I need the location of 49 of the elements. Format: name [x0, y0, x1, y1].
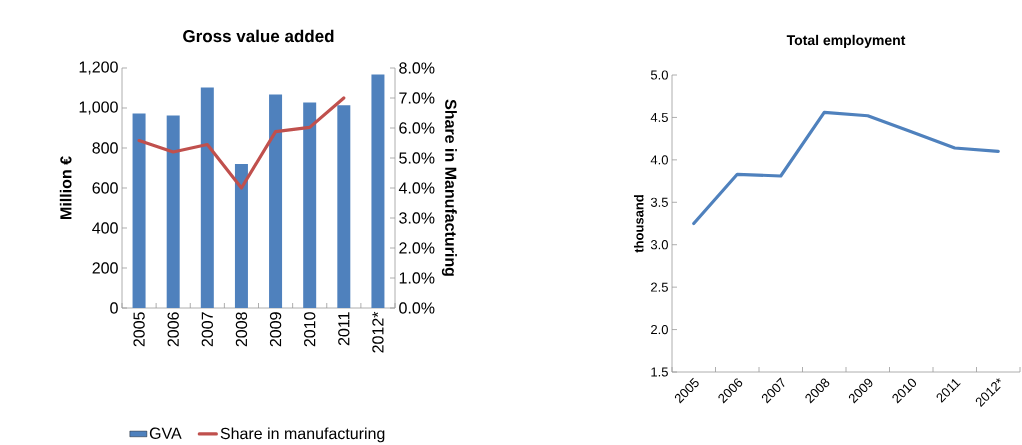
- y2-tick-label: 3.0%: [399, 212, 435, 224]
- y2-tick-label: 2.0%: [399, 242, 435, 254]
- legend-label: Share in manufacturing: [220, 427, 385, 443]
- y-tick-label: 1.5: [651, 367, 668, 377]
- bar: [234, 164, 248, 308]
- bar: [132, 113, 146, 308]
- y-axis-title: thousand: [633, 195, 644, 253]
- y-tick-label: 3.0: [650, 240, 668, 250]
- y-tick-label: 4.5: [650, 112, 668, 122]
- line-series: [137, 96, 346, 190]
- y2-axis-title: Share in Manufacturing: [441, 99, 457, 276]
- y-tick-label: 800: [92, 142, 118, 154]
- y-tick-label: 600: [92, 182, 118, 194]
- y-tick-label: 2.0: [651, 324, 668, 335]
- x-tick-label: 2006: [167, 312, 179, 347]
- bar: [371, 74, 385, 308]
- y-tick-label: 0: [110, 302, 118, 314]
- bar: [200, 87, 214, 308]
- x-tick-label: 2008: [235, 312, 248, 347]
- chart-title: Total employment: [786, 34, 906, 48]
- x-tick-label: 2005: [133, 312, 145, 347]
- bar: [166, 115, 180, 308]
- y-tick-label: 2.5: [651, 282, 668, 292]
- y2-tick-label: 7.0%: [399, 92, 435, 104]
- y-axis-title: Million €: [59, 156, 72, 219]
- x-tick-label: 2009: [269, 312, 282, 347]
- y2-tick-label: 1.0%: [399, 272, 435, 284]
- y-tick-label: 1,000: [79, 101, 118, 115]
- chart-title: Gross value added: [183, 29, 334, 43]
- y-tick-label: 3.5: [650, 197, 668, 207]
- y-tick-label: 5.0: [650, 70, 668, 80]
- y2-tick-label: 0.0%: [399, 302, 435, 314]
- y-tick-label: 200: [92, 262, 118, 274]
- bar: [269, 94, 283, 308]
- bar: [303, 102, 317, 308]
- y-tick-label: 1,200: [79, 61, 118, 75]
- y2-tick-label: 5.0%: [399, 152, 435, 164]
- y-tick-label: 4.0: [650, 155, 668, 165]
- y-tick-label: 400: [92, 222, 118, 234]
- x-tick-label: 2010: [304, 312, 316, 347]
- bar: [337, 105, 351, 308]
- x-tick-label: 2012*: [372, 311, 384, 353]
- line-series: [692, 110, 1000, 226]
- y2-tick-label: 8.0%: [399, 62, 435, 74]
- x-tick-label: 2007: [201, 312, 213, 347]
- y2-tick-label: 6.0%: [399, 122, 435, 134]
- y2-tick-label: 4.0%: [398, 182, 435, 194]
- x-tick-label: 2011: [338, 312, 350, 346]
- legend-label: GVA: [149, 427, 182, 439]
